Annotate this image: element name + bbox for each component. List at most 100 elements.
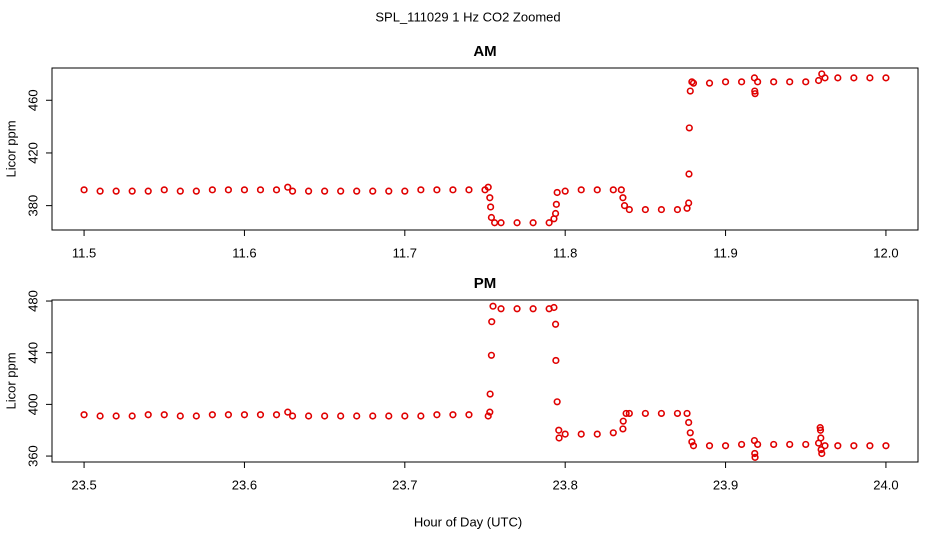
data-point [577, 430, 585, 438]
data-point [224, 411, 233, 419]
data-point [786, 440, 794, 449]
data-point [617, 186, 625, 194]
data-point [673, 205, 682, 214]
data-point [484, 183, 492, 191]
x-tick-label: 23.8 [553, 477, 578, 492]
data-point [208, 186, 216, 194]
data-point [814, 76, 823, 85]
data-point [256, 411, 265, 419]
x-tick-label: 23.9 [713, 477, 738, 492]
data-point [689, 442, 698, 450]
data-point [685, 170, 693, 178]
data-point [553, 398, 561, 406]
data-point [802, 78, 810, 86]
data-point [256, 186, 265, 194]
data-point [866, 74, 874, 82]
data-point [465, 186, 473, 194]
data-point [553, 188, 561, 197]
data-point [401, 412, 409, 420]
data-point [882, 74, 890, 82]
data-point [751, 87, 759, 95]
data-point [417, 412, 425, 420]
data-point [834, 74, 842, 82]
data-point [866, 442, 874, 450]
panel-title: PM [474, 275, 497, 292]
data-point [552, 200, 560, 208]
plot-box [51, 67, 919, 231]
data-point [489, 302, 497, 310]
data-point [488, 318, 496, 326]
data-point [497, 305, 505, 313]
data-point [619, 417, 627, 425]
data-point [802, 440, 810, 449]
data-point [688, 438, 696, 446]
y-tick-label: 440 [25, 342, 40, 364]
data-point [683, 409, 691, 418]
data-point [770, 440, 778, 449]
data-point [545, 219, 553, 227]
data-point [353, 187, 361, 195]
data-point [529, 305, 537, 313]
data-point [96, 187, 104, 195]
data-point [529, 219, 537, 227]
x-tick-label: 11.8 [553, 245, 577, 260]
data-point [751, 90, 759, 98]
x-tick-label: 11.5 [72, 245, 96, 260]
data-point [240, 186, 249, 194]
data-point [160, 411, 168, 419]
data-point [622, 409, 630, 418]
data-point [816, 426, 825, 434]
data-point [96, 412, 104, 420]
x-tick-label: 11.9 [713, 245, 737, 260]
data-point [550, 303, 558, 312]
data-point [224, 186, 233, 194]
data-point [625, 409, 633, 418]
data-point [551, 209, 560, 218]
data-point [284, 183, 292, 191]
data-point [657, 409, 666, 418]
data-point [555, 426, 563, 434]
data-point [620, 202, 629, 210]
data-point [609, 429, 617, 437]
y-axis-label: Licor ppm [3, 352, 18, 409]
data-point [128, 412, 136, 420]
data-point [834, 442, 842, 450]
data-point [449, 411, 457, 419]
data-point [486, 408, 494, 416]
data-point [449, 186, 457, 194]
data-point [321, 412, 329, 420]
x-tick-label: 23.7 [392, 477, 417, 492]
data-point [821, 442, 829, 450]
data-point [685, 124, 693, 132]
data-point [619, 194, 627, 202]
data-point [497, 219, 505, 227]
data-point [705, 79, 714, 87]
data-point [208, 411, 216, 419]
data-point [486, 390, 494, 398]
data-point [465, 411, 473, 419]
y-tick-label: 360 [25, 445, 40, 467]
plot-box [51, 299, 919, 463]
data-point [705, 442, 714, 450]
data-point [486, 194, 494, 202]
data-point [817, 434, 825, 442]
data-point [369, 187, 377, 195]
data-point [686, 429, 694, 437]
data-point [192, 187, 200, 195]
x-tick-label: 11.7 [393, 245, 417, 260]
data-point [689, 79, 698, 87]
data-point [80, 186, 88, 194]
data-point [288, 412, 297, 420]
data-point [850, 74, 858, 82]
y-tick-label: 460 [25, 89, 40, 111]
data-point [176, 412, 184, 420]
y-tick-label: 400 [25, 394, 40, 416]
data-point [144, 411, 152, 419]
data-point [128, 187, 136, 195]
y-tick-label: 480 [25, 290, 40, 312]
data-point [754, 440, 762, 449]
data-point [751, 449, 759, 458]
data-point [593, 430, 601, 438]
x-tick-label: 12.0 [873, 245, 898, 260]
